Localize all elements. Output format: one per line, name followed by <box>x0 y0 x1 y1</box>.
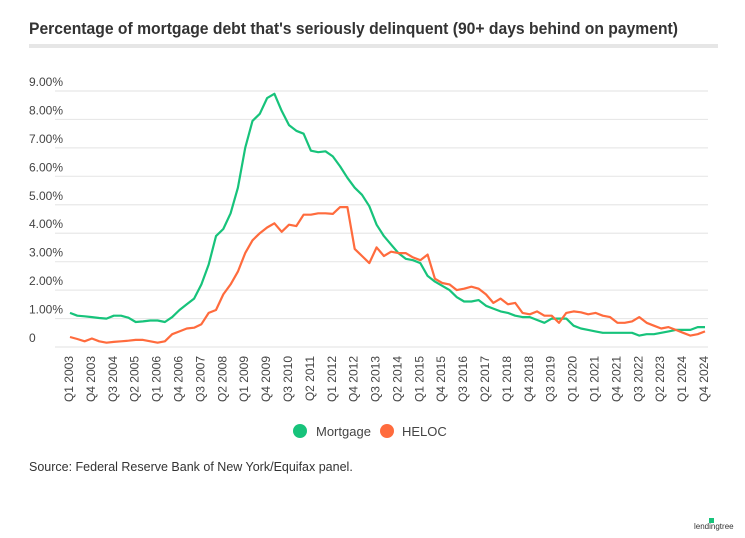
x-tick-label: Q3 2016 <box>456 356 470 402</box>
legend-item-heloc[interactable]: HELOC <box>380 424 447 439</box>
series-line-heloc <box>69 206 706 344</box>
source-note: Source: Federal Reserve Bank of New York… <box>29 460 353 474</box>
x-tick-label: Q2 2017 <box>478 356 492 402</box>
x-tick-label: Q2 2008 <box>215 356 229 402</box>
x-tick-label: Q4 2024 <box>697 356 711 402</box>
y-tick-label: 2.00% <box>29 274 63 288</box>
legend-label-mortgage: Mortgage <box>316 424 371 439</box>
x-tick-label: Q3 2010 <box>281 356 295 402</box>
x-tick-label: Q1 2015 <box>412 356 426 402</box>
legend-swatch-heloc <box>380 424 394 438</box>
x-tick-label: Q1 2009 <box>237 356 251 402</box>
x-tick-label: Q4 2018 <box>522 356 536 402</box>
x-tick-label: Q2 2011 <box>303 356 317 401</box>
x-tick-label: Q3 2007 <box>193 356 207 402</box>
y-axis: 0 1.00% 2.00% 3.00% 4.00% 5.00% 6.00% 7.00% 8.00… <box>29 75 63 345</box>
x-tick-label: Q4 2003 <box>84 356 98 402</box>
y-tick-label: 3.00% <box>29 246 63 260</box>
legend-item-mortgage[interactable]: Mortgage <box>293 424 371 439</box>
grid <box>55 90 708 348</box>
y-tick-label: 7.00% <box>29 132 63 146</box>
x-tick-label: Q1 2021 <box>588 356 602 402</box>
x-tick-label: Q2 2023 <box>653 356 667 402</box>
legend-label-heloc: HELOC <box>402 424 447 439</box>
x-tick-label: Q4 2009 <box>259 356 273 402</box>
x-tick-label: Q3 2022 <box>631 356 645 402</box>
series-line-mortgage <box>69 92 705 337</box>
legend-swatch-mortgage <box>293 424 307 438</box>
x-tick-label: Q4 2006 <box>171 356 185 402</box>
lendingtree-logo: lendingtree <box>694 518 734 531</box>
chart-title: Percentage of mortgage debt that's serio… <box>29 19 678 38</box>
x-tick-label: Q1 2003 <box>62 356 76 402</box>
x-axis: Q1 2003 Q4 2003 Q3 2004 Q2 2005 Q1 2006 Q4 20… <box>62 356 711 402</box>
x-tick-label: Q3 2019 <box>544 356 558 402</box>
svg-text:lendingtree: lendingtree <box>694 522 734 531</box>
x-tick-label: Q1 2024 <box>675 356 689 402</box>
y-tick-label: 0 <box>29 331 36 345</box>
x-tick-label: Q2 2014 <box>390 356 404 402</box>
y-tick-label: 1.00% <box>29 303 63 317</box>
y-tick-label: 6.00% <box>29 160 63 174</box>
x-tick-label: Q1 2020 <box>566 356 580 402</box>
y-tick-label: 4.00% <box>29 217 63 231</box>
x-tick-label: Q3 2004 <box>106 356 120 402</box>
y-tick-label: 9.00% <box>29 75 63 89</box>
x-tick-label: Q4 2021 <box>609 356 623 402</box>
x-tick-label: Q3 2013 <box>369 356 383 402</box>
title-divider <box>29 44 718 48</box>
x-tick-label: Q1 2018 <box>500 356 514 402</box>
x-tick-label: Q1 2006 <box>150 356 164 402</box>
x-tick-label: Q4 2015 <box>434 356 448 402</box>
y-tick-label: 5.00% <box>29 189 63 203</box>
legend: Mortgage HELOC <box>293 424 447 439</box>
y-tick-label: 8.00% <box>29 103 63 117</box>
plot-lines <box>69 92 706 344</box>
x-tick-label: Q1 2012 <box>325 356 339 402</box>
x-tick-label: Q2 2005 <box>128 356 142 402</box>
x-tick-label: Q4 2012 <box>347 356 361 402</box>
